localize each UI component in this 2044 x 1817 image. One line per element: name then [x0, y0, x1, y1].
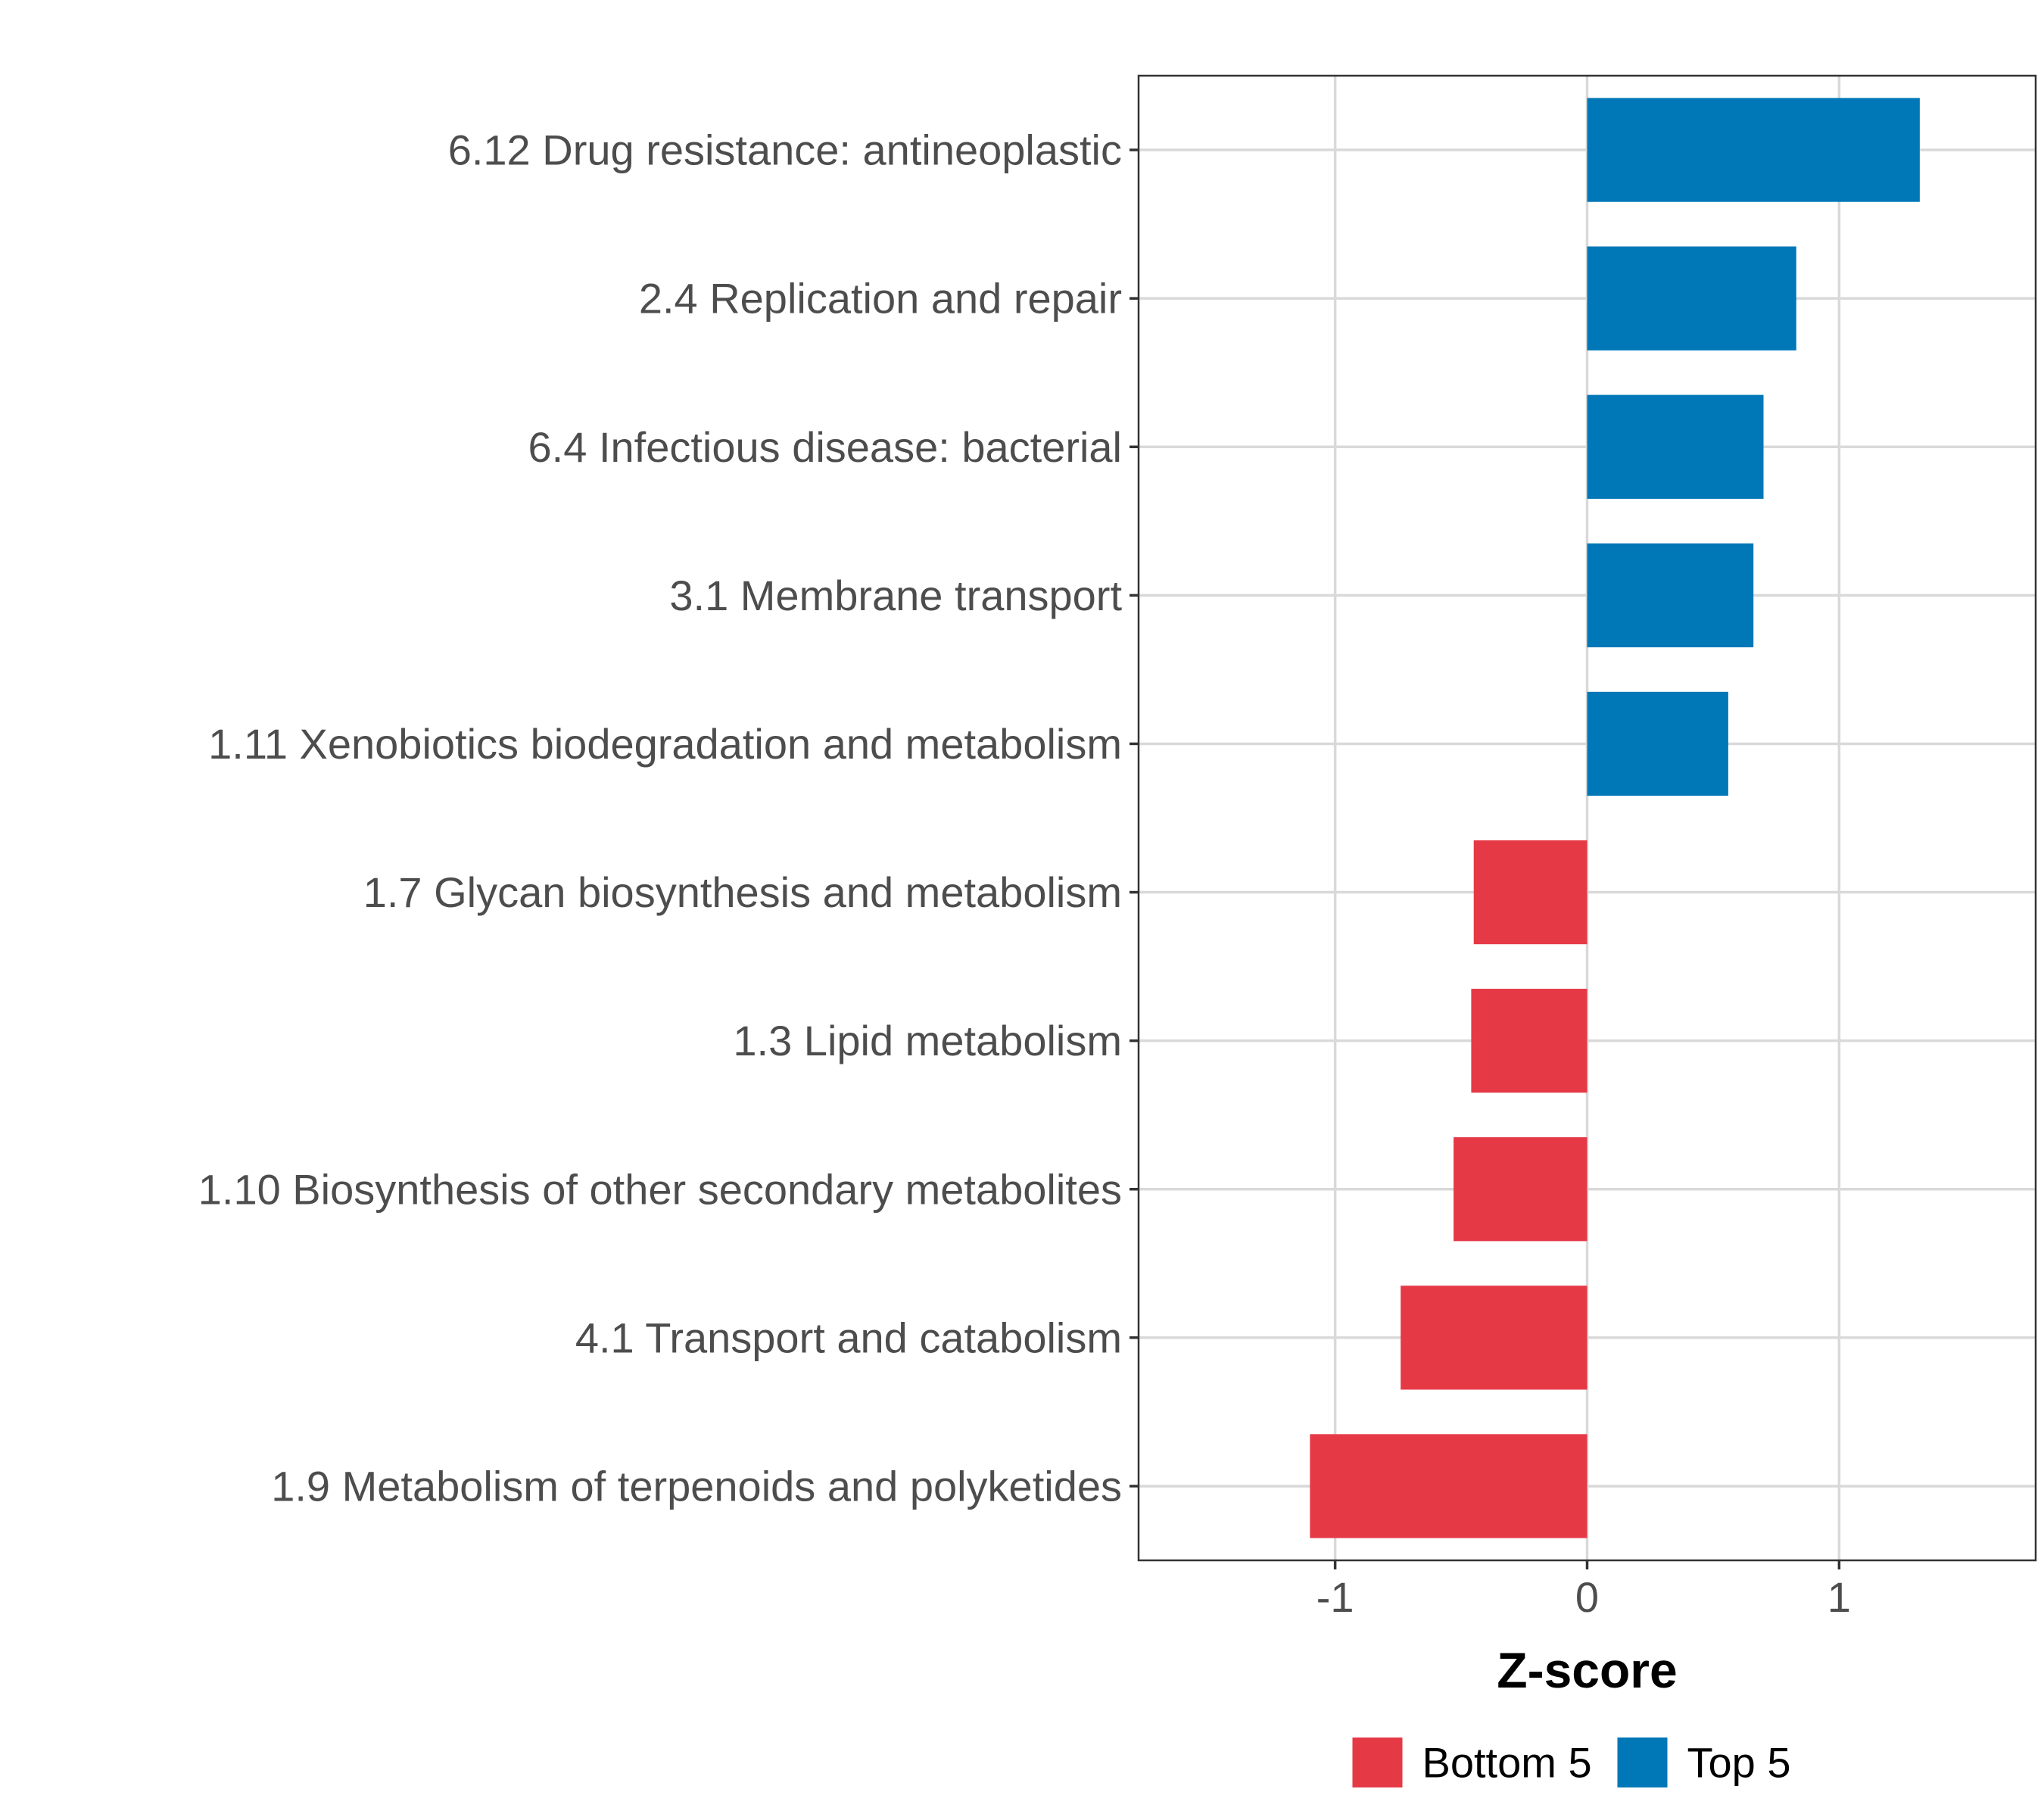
- bar-2: [1587, 246, 1796, 351]
- bar-9: [1401, 1286, 1588, 1390]
- legend-key-0: [1352, 1738, 1403, 1787]
- y-tick-label: 1.10 Biosynthesis of other secondary met…: [198, 1165, 1122, 1213]
- legend-key-1: [1617, 1738, 1668, 1787]
- y-tick-label: 3.1 Membrane transport: [669, 572, 1122, 619]
- bar-8: [1454, 1137, 1588, 1242]
- bar-layer: [1310, 98, 1920, 1538]
- y-tick-label: 4.1 Transport and catabolism: [575, 1314, 1122, 1361]
- y-tick-label: 6.4 Infectious disease: bacterial: [528, 423, 1122, 471]
- legend-label-1: Top 5: [1687, 1739, 1791, 1787]
- bar-10: [1310, 1434, 1588, 1538]
- bar-7: [1471, 989, 1588, 1093]
- bar-3: [1587, 394, 1764, 499]
- x-tick-label: 0: [1575, 1573, 1599, 1621]
- y-tick-label: 6.12 Drug resistance: antineoplastic: [448, 126, 1122, 174]
- y-tick-label: 1.9 Metabolism of terpenoids and polyket…: [271, 1462, 1122, 1510]
- legend: Bottom 5 Top 5: [1352, 1738, 1791, 1787]
- x-axis: -1 0 1: [1316, 1560, 1851, 1621]
- x-axis-title: Z-score: [1497, 1642, 1677, 1698]
- y-axis: 6.12 Drug resistance: antineoplastic 2.4 …: [198, 126, 1139, 1510]
- y-tick-label: 1.3 Lipid metabolism: [733, 1017, 1122, 1064]
- bar-5: [1587, 691, 1728, 796]
- x-tick-label: -1: [1316, 1573, 1354, 1621]
- bar-1: [1587, 98, 1920, 202]
- legend-label-0: Bottom 5: [1422, 1739, 1592, 1787]
- bar-4: [1587, 543, 1754, 647]
- y-tick-label: 2.4 Replication and repair: [639, 275, 1122, 323]
- bar-6: [1473, 840, 1588, 945]
- x-tick-label: 1: [1827, 1573, 1851, 1621]
- y-tick-label: 1.7 Glycan biosynthesis and metabolism: [363, 868, 1122, 916]
- y-tick-label: 1.11 Xenobiotics biodegradation and meta…: [208, 720, 1122, 768]
